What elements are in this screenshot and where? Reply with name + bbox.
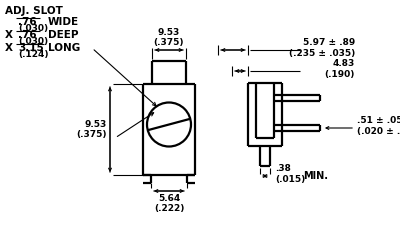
Text: 9.53
(.375): 9.53 (.375) (76, 120, 107, 139)
Text: 9.53
(.375): 9.53 (.375) (154, 28, 184, 47)
Text: (.030): (.030) (18, 37, 48, 46)
Text: (.030): (.030) (18, 24, 48, 33)
Text: ADJ. SLOT: ADJ. SLOT (5, 6, 63, 16)
Text: .51 ± .05
(.020 ± .002): .51 ± .05 (.020 ± .002) (357, 116, 400, 136)
Text: .76: .76 (18, 17, 37, 27)
Text: 5.64
(.222): 5.64 (.222) (154, 194, 184, 213)
Text: DEEP: DEEP (48, 30, 78, 40)
Text: 3.15: 3.15 (18, 43, 44, 53)
Text: 4.83
(.190): 4.83 (.190) (325, 59, 355, 79)
Text: MIN.: MIN. (303, 171, 328, 181)
Text: X: X (5, 43, 13, 53)
Text: .38
(.015): .38 (.015) (275, 164, 305, 184)
Text: WIDE: WIDE (48, 17, 79, 27)
Text: LONG: LONG (48, 43, 80, 53)
Text: .76: .76 (18, 30, 37, 40)
Text: (.124): (.124) (18, 50, 48, 59)
Text: 5.97 ± .89
(.235 ± .035): 5.97 ± .89 (.235 ± .035) (289, 38, 355, 58)
Text: X: X (5, 30, 13, 40)
